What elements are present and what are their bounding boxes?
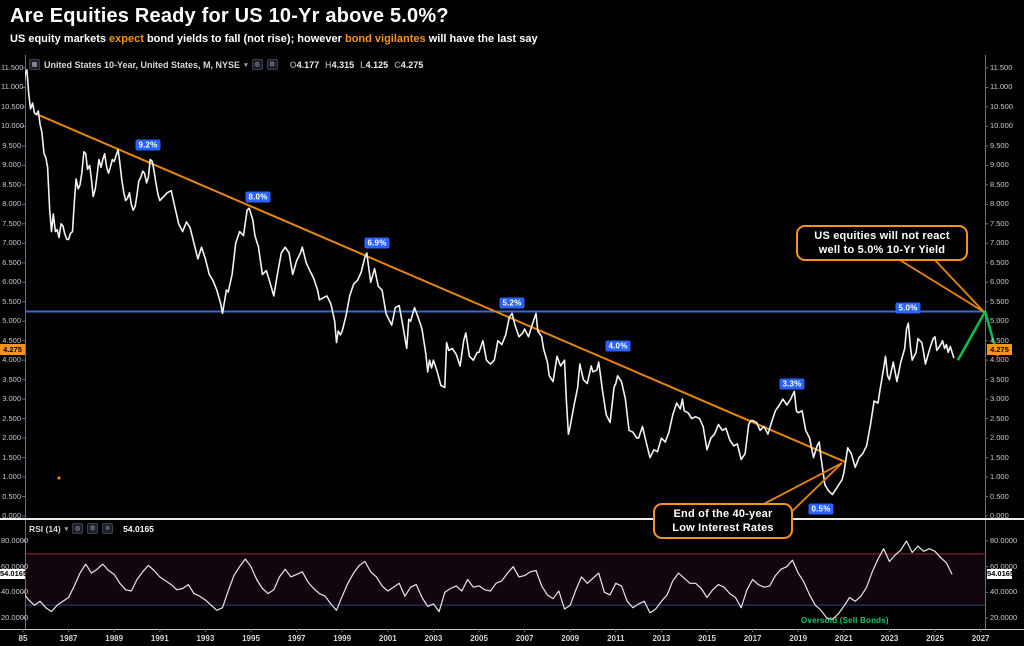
rsi-band-fill [25,553,985,606]
annotation-pointer-line [932,257,985,313]
annotation-pointer-line [894,256,985,313]
rsi-line [25,540,953,620]
annotation-pointer-line [759,462,843,507]
panel-divider[interactable] [0,518,1024,520]
downtrend-line[interactable] [35,113,846,463]
annotation-pointer-line [782,462,843,521]
paint-dot [57,476,61,480]
projection-line[interactable] [956,310,999,361]
price-line [25,69,955,496]
